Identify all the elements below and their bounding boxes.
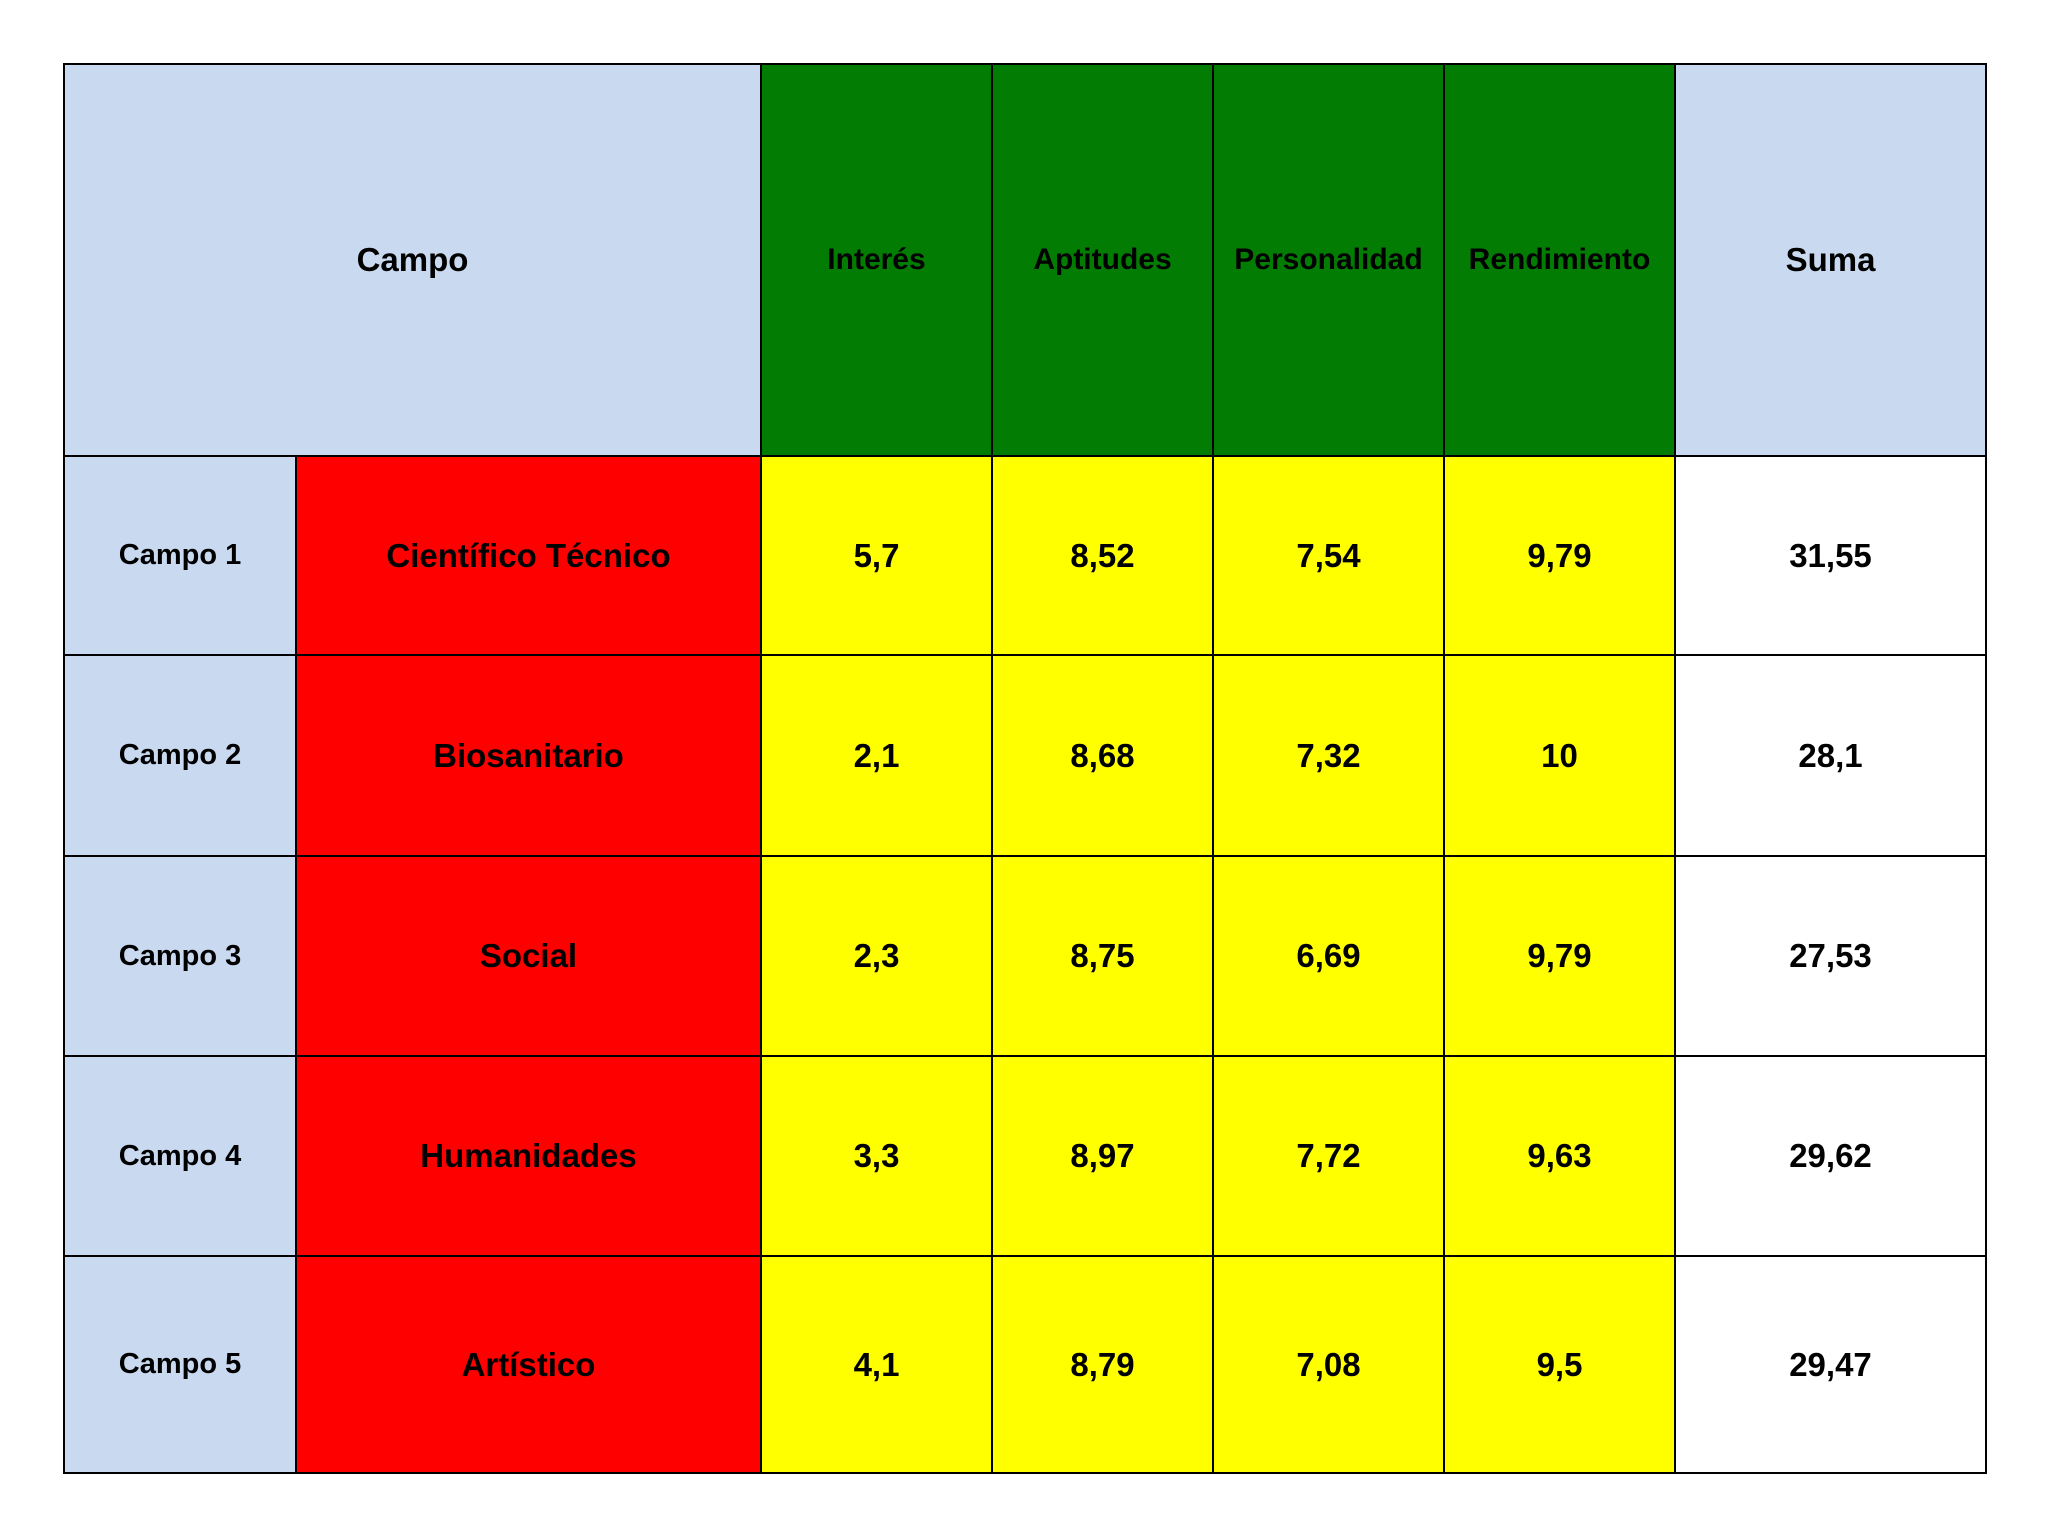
value-cell: 7,72 — [1212, 1055, 1445, 1257]
header-cell: Campo — [63, 63, 762, 457]
header-cell: Rendimiento — [1443, 63, 1676, 457]
row-label: Campo 3 — [63, 855, 297, 1057]
value-cell: 8,75 — [991, 855, 1214, 1057]
value-cell: 9,79 — [1443, 855, 1676, 1057]
value-cell: 27,53 — [1674, 855, 1987, 1057]
field-name: Social — [295, 855, 762, 1057]
value-cell: 8,68 — [991, 654, 1214, 857]
header-cell: Aptitudes — [991, 63, 1214, 457]
value-cell: 29,62 — [1674, 1055, 1987, 1257]
value-cell: 4,1 — [760, 1255, 993, 1474]
row-label: Campo 2 — [63, 654, 297, 857]
value-cell: 9,63 — [1443, 1055, 1676, 1257]
row-label: Campo 1 — [63, 455, 297, 656]
field-name: Artístico — [295, 1255, 762, 1474]
value-cell: 9,5 — [1443, 1255, 1676, 1474]
value-cell: 28,1 — [1674, 654, 1987, 857]
header-cell: Suma — [1674, 63, 1987, 457]
row-label: Campo 5 — [63, 1255, 297, 1474]
value-cell: 7,08 — [1212, 1255, 1445, 1474]
value-cell: 8,79 — [991, 1255, 1214, 1474]
value-cell: 31,55 — [1674, 455, 1987, 656]
field-name: Biosanitario — [295, 654, 762, 857]
value-cell: 10 — [1443, 654, 1676, 857]
value-cell: 2,3 — [760, 855, 993, 1057]
value-cell: 6,69 — [1212, 855, 1445, 1057]
value-cell: 9,79 — [1443, 455, 1676, 656]
value-cell: 3,3 — [760, 1055, 993, 1257]
value-cell: 29,47 — [1674, 1255, 1987, 1474]
header-cell: Personalidad — [1212, 63, 1445, 457]
field-name: Científico Técnico — [295, 455, 762, 656]
value-cell: 2,1 — [760, 654, 993, 857]
value-cell: 8,52 — [991, 455, 1214, 656]
value-cell: 7,32 — [1212, 654, 1445, 857]
field-name: Humanidades — [295, 1055, 762, 1257]
value-cell: 7,54 — [1212, 455, 1445, 656]
value-cell: 8,97 — [991, 1055, 1214, 1257]
row-label: Campo 4 — [63, 1055, 297, 1257]
header-cell: Interés — [760, 63, 993, 457]
value-cell: 5,7 — [760, 455, 993, 656]
